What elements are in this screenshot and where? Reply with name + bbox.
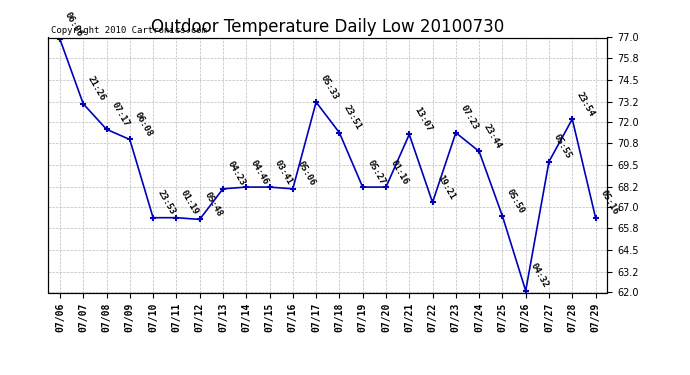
Text: 23:51: 23:51 (342, 104, 364, 132)
Text: Copyright 2010 Cartronics.com: Copyright 2010 Cartronics.com (51, 26, 207, 35)
Text: 05:48: 05:48 (202, 190, 224, 218)
Text: 01:19: 01:19 (179, 189, 200, 217)
Text: 23:53: 23:53 (156, 189, 177, 217)
Text: 05:16: 05:16 (598, 189, 620, 217)
Text: 13:07: 13:07 (412, 106, 433, 134)
Text: 05:55: 05:55 (552, 133, 573, 160)
Title: Outdoor Temperature Daily Low 20100730: Outdoor Temperature Daily Low 20100730 (151, 18, 504, 36)
Text: 23:44: 23:44 (482, 123, 503, 150)
Text: 19:21: 19:21 (435, 174, 457, 201)
Text: 05:27: 05:27 (366, 158, 386, 186)
Text: 04:23: 04:23 (226, 160, 247, 188)
Text: 01:16: 01:16 (388, 158, 410, 186)
Text: 03:41: 03:41 (273, 158, 293, 186)
Text: 05:33: 05:33 (319, 73, 340, 101)
Text: 07:17: 07:17 (109, 100, 130, 128)
Text: 05:06: 05:06 (295, 160, 317, 188)
Text: 21:26: 21:26 (86, 75, 107, 103)
Text: 04:32: 04:32 (529, 262, 550, 290)
Text: 07:23: 07:23 (459, 104, 480, 132)
Text: 06:08: 06:08 (132, 111, 154, 138)
Text: 23:54: 23:54 (575, 90, 596, 118)
Text: 04:46: 04:46 (249, 158, 270, 186)
Text: 05:50: 05:50 (505, 187, 526, 215)
Text: 06:06: 06:06 (63, 10, 84, 38)
